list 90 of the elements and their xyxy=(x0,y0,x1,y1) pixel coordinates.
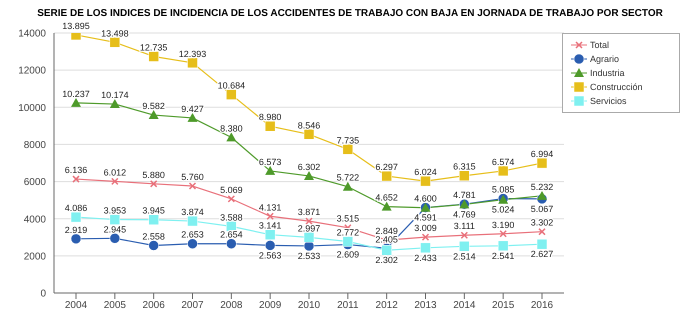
data-label: 6.573 xyxy=(258,156,282,167)
data-label: 6.994 xyxy=(530,149,554,160)
data-label: 3.945 xyxy=(142,206,165,216)
x-tick-label: 2005 xyxy=(104,300,126,312)
data-label: 3.874 xyxy=(181,207,204,218)
x-tick-label: 2011 xyxy=(337,300,360,312)
data-label: 4.086 xyxy=(64,203,88,214)
data-label: 6.136 xyxy=(64,165,88,176)
data-label: 2.541 xyxy=(492,250,514,261)
y-tick-label: 8000 xyxy=(24,140,46,151)
data-label: 6.302 xyxy=(298,162,320,172)
data-label: 10.174 xyxy=(101,90,129,100)
x-tick-label: 2016 xyxy=(530,300,554,312)
data-label: 9.427 xyxy=(181,104,204,114)
data-label: 6.315 xyxy=(453,162,476,172)
legend-label: Construcción xyxy=(590,82,643,92)
data-label: 10.237 xyxy=(62,88,90,99)
x-tick-label: 2007 xyxy=(181,300,204,312)
y-tick-label: 0 xyxy=(40,288,46,300)
data-label: 2.514 xyxy=(453,251,476,262)
data-label: 2.433 xyxy=(414,252,437,263)
legend-label: Total xyxy=(590,40,610,50)
data-label: 8.980 xyxy=(258,112,282,122)
y-tick-label: 14000 xyxy=(18,28,46,40)
y-tick-label: 2000 xyxy=(24,251,46,262)
data-label: 5.069 xyxy=(220,184,243,195)
data-label: 2.302 xyxy=(375,255,398,266)
data-label: 4.591 xyxy=(414,212,437,223)
data-label: 3.190 xyxy=(492,220,514,230)
data-label: 2.919 xyxy=(64,224,88,235)
y-tick-label: 10000 xyxy=(18,102,46,114)
data-label: 3.111 xyxy=(454,221,475,232)
data-label: 3.141 xyxy=(258,220,282,231)
data-label: 2.558 xyxy=(142,231,165,242)
data-label: 2.627 xyxy=(530,249,554,260)
data-label: 9.582 xyxy=(142,101,165,112)
data-label: 7.735 xyxy=(336,135,360,146)
data-label: 6.024 xyxy=(414,167,437,178)
data-label: 6.297 xyxy=(375,162,398,172)
x-tick-label: 2015 xyxy=(492,300,515,312)
data-label: 3.871 xyxy=(298,207,320,218)
data-label: 2.609 xyxy=(336,250,360,260)
data-label: 6.574 xyxy=(492,156,514,167)
data-label: 8.380 xyxy=(220,123,243,134)
data-label: 4.781 xyxy=(453,190,476,200)
data-label: 4.131 xyxy=(258,202,282,212)
data-label: 12.735 xyxy=(140,42,168,52)
x-tick-label: 2009 xyxy=(259,300,282,312)
data-label: 3.953 xyxy=(104,206,126,216)
data-label: 2.533 xyxy=(298,250,320,261)
data-label: 5.024 xyxy=(492,204,514,215)
x-tick-label: 2013 xyxy=(414,300,438,312)
x-tick-label: 2006 xyxy=(142,300,166,312)
data-label: 13.895 xyxy=(62,20,90,31)
x-tick-label: 2012 xyxy=(376,300,398,312)
data-label: 2.654 xyxy=(220,230,243,240)
y-tick-label: 4000 xyxy=(24,214,46,226)
x-tick-label: 2010 xyxy=(298,300,321,312)
x-tick-label: 2014 xyxy=(453,300,476,312)
legend-label: Servicios xyxy=(590,96,627,106)
data-label: 2.849 xyxy=(375,226,398,236)
data-label: 4.652 xyxy=(375,192,398,203)
data-label: 2.772 xyxy=(336,228,360,238)
y-tick-label: 6000 xyxy=(24,177,46,188)
data-label: 13.498 xyxy=(101,28,129,38)
x-tick-label: 2008 xyxy=(220,300,243,312)
data-label: 3.588 xyxy=(220,212,243,222)
legend-label: Agrario xyxy=(590,54,620,64)
data-label: 2.945 xyxy=(104,224,126,234)
data-label: 3.515 xyxy=(336,214,360,224)
data-label: 2.653 xyxy=(181,230,204,240)
data-label: 2.563 xyxy=(258,250,282,260)
data-label: 8.546 xyxy=(298,120,320,130)
data-label: 3.009 xyxy=(414,223,437,234)
data-label: 6.012 xyxy=(104,167,126,178)
x-tick-label: 2004 xyxy=(64,300,88,312)
data-label: 4.769 xyxy=(453,209,476,220)
data-label: 4.600 xyxy=(414,194,437,204)
legend-label: Industria xyxy=(590,68,625,78)
data-label: 5.085 xyxy=(492,184,514,195)
data-label: 5.880 xyxy=(142,170,165,180)
data-label: 5.722 xyxy=(336,172,360,183)
y-tick-label: 12000 xyxy=(18,66,46,77)
data-label: 2.997 xyxy=(298,223,320,234)
data-label: 3.302 xyxy=(530,218,554,228)
data-label: 5.760 xyxy=(181,172,204,182)
data-label: 5.232 xyxy=(530,182,554,192)
data-label: 5.067 xyxy=(530,204,554,214)
data-label: 12.393 xyxy=(178,48,206,59)
chart-title: SERIE DE LOS INDICES DE INCIDENCIA DE LOS ACCIDENTES DE TRABAJO CON BAJA EN JORNADA DE TRABAJO POR SECTOR xyxy=(36,8,664,19)
